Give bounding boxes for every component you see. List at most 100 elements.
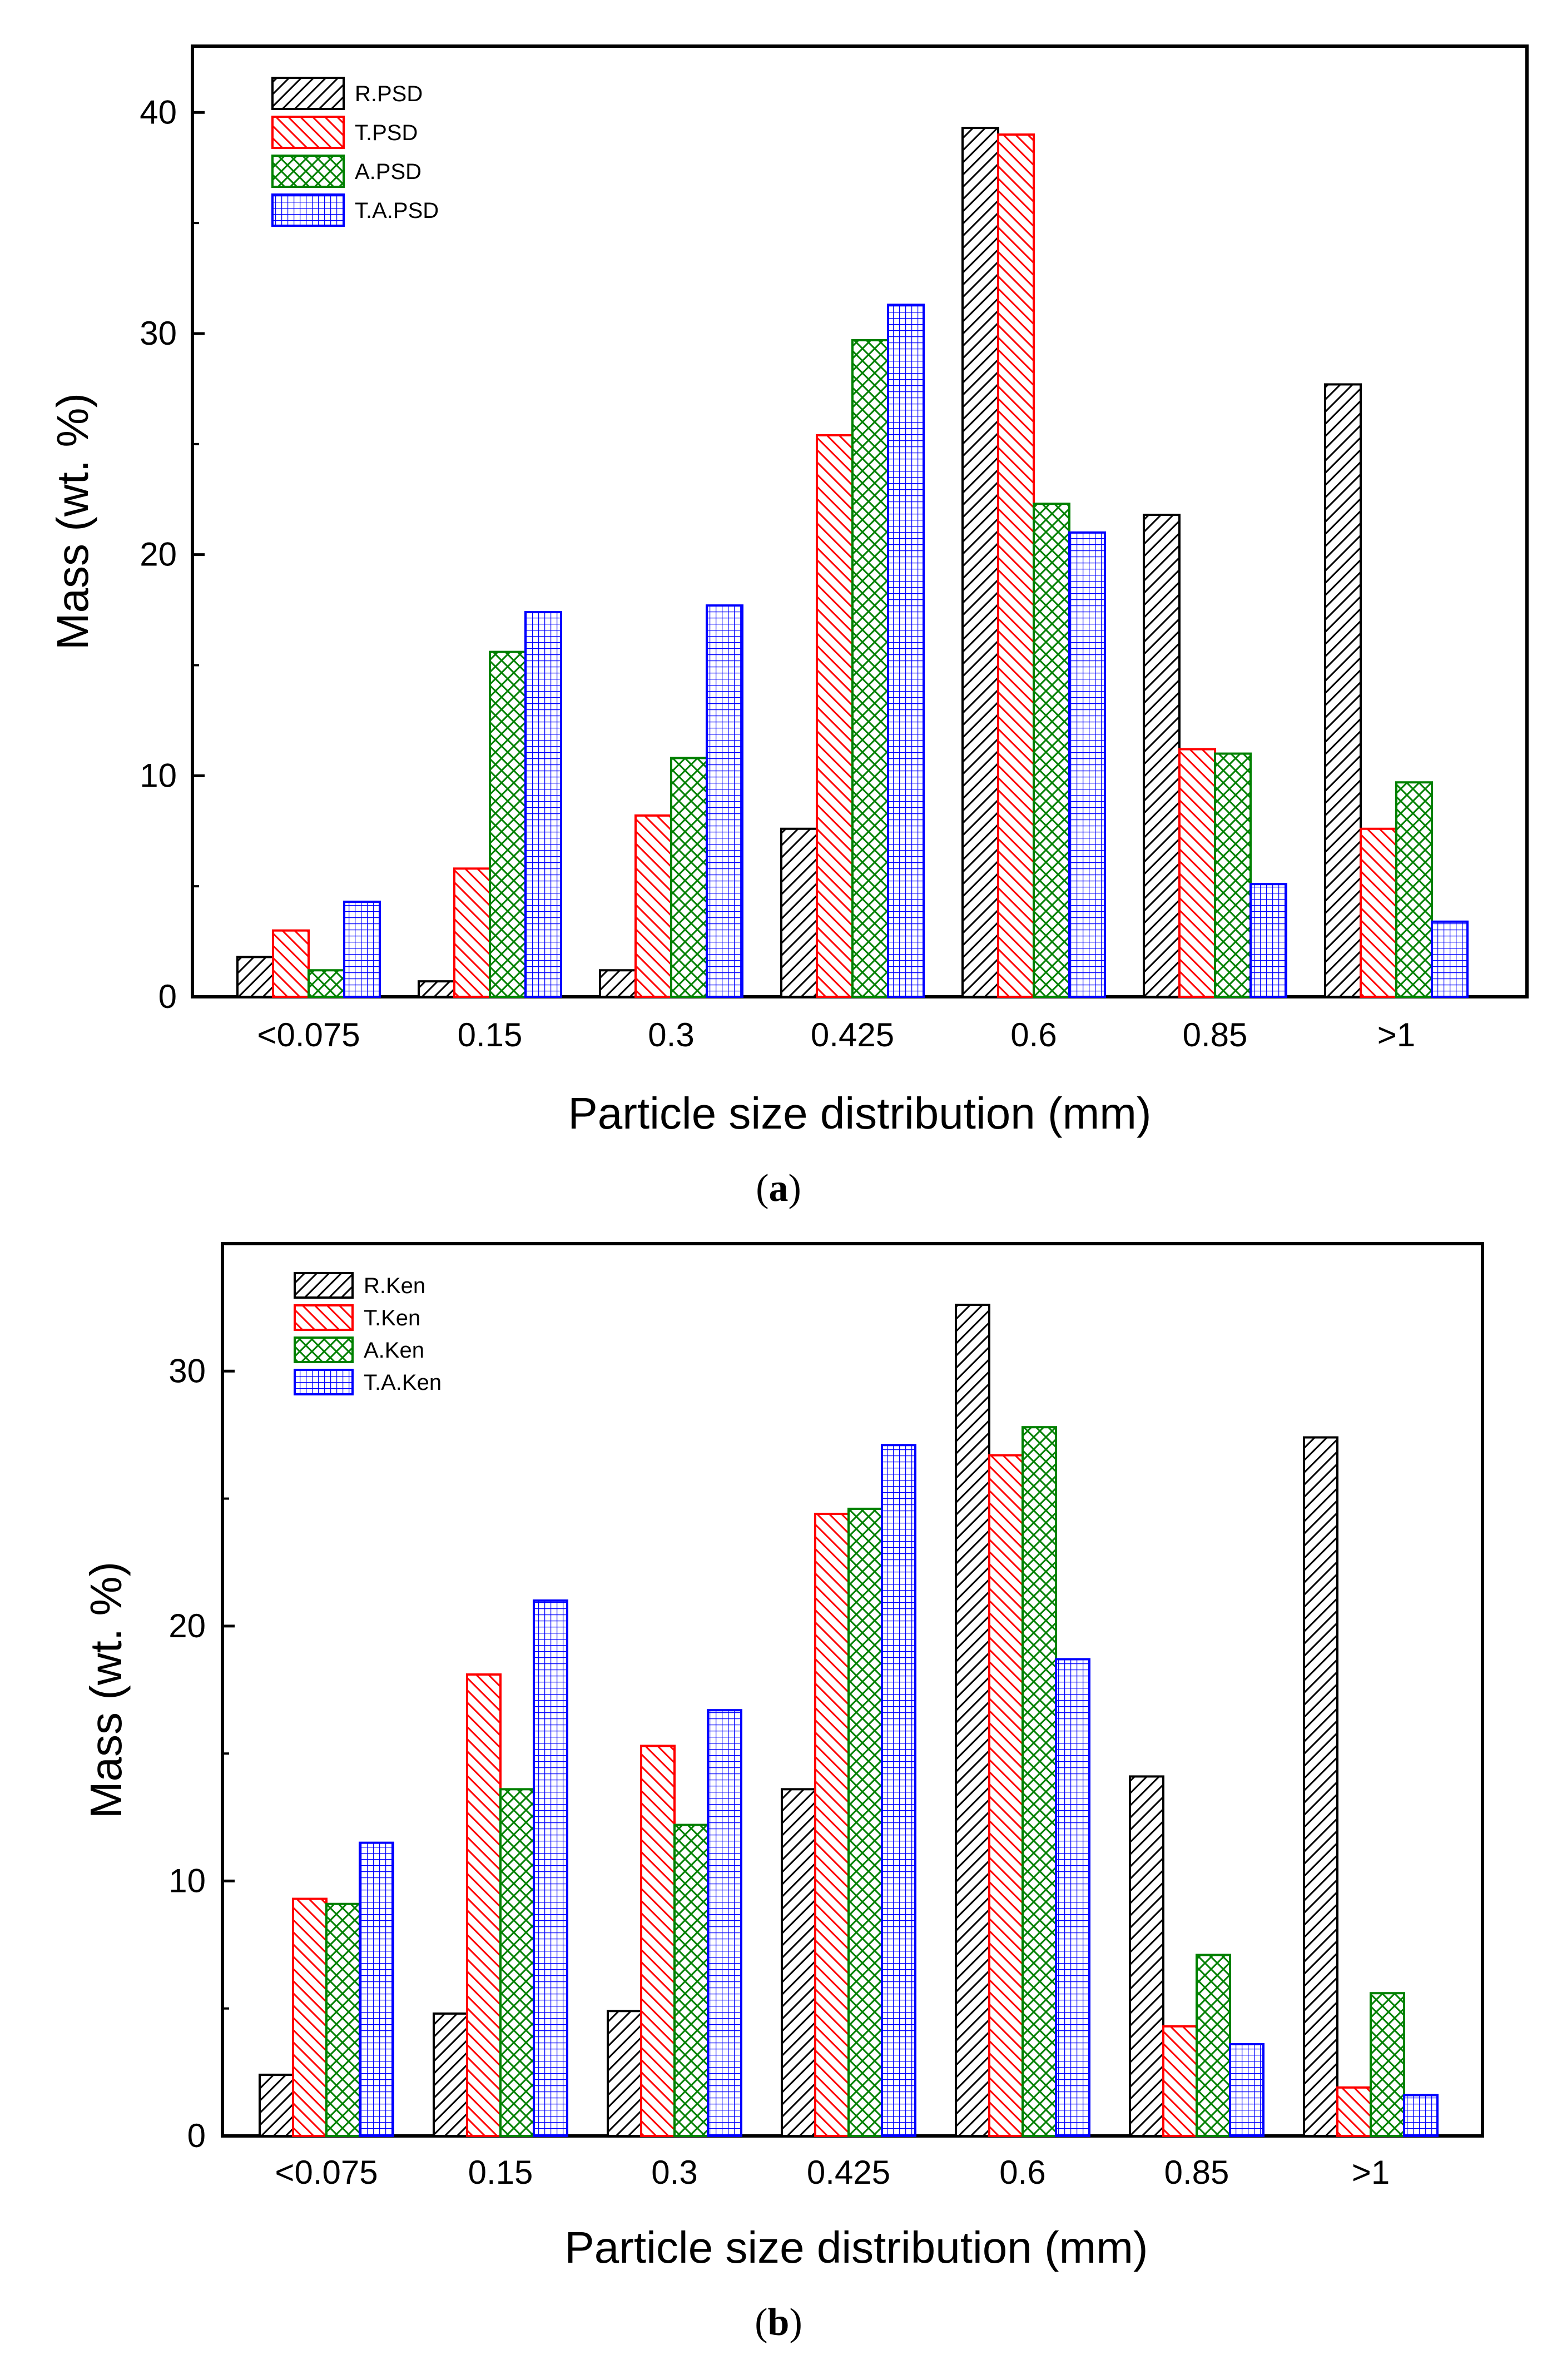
- bar-T.Ken-0.6: [988, 1454, 1024, 2137]
- bar-T.Ken-<0.075: [292, 1897, 328, 2137]
- bar-T.A.Ken-<0.075: [359, 1841, 394, 2137]
- bar-A.Ken->1: [1370, 1992, 1405, 2137]
- x-tick-label-3: 0.425: [807, 2154, 890, 2191]
- y-tick-label-30: 30: [140, 315, 177, 352]
- legend-a: R.PSD T.PSD A.PSD T.A.PSD: [271, 77, 439, 227]
- bar-A.PSD-<0.075: [308, 969, 345, 998]
- bar-R.PSD-0.425: [780, 827, 818, 998]
- y-axis-title-b: Mass (wt. %): [81, 1562, 131, 1818]
- x-tick-label-3: 0.425: [811, 1016, 894, 1054]
- panel-label-b: b: [768, 2301, 790, 2344]
- legend-swatch-T.A.Ken: [294, 1369, 354, 1395]
- bar-A.PSD-0.3: [670, 757, 708, 998]
- legend-swatch-A.PSD: [271, 155, 345, 188]
- bar-R.Ken-0.3: [607, 2010, 642, 2138]
- bar-T.A.Ken->1: [1403, 2094, 1439, 2138]
- bar-A.Ken-0.425: [847, 1507, 883, 2137]
- bar-A.PSD-0.85: [1214, 752, 1252, 998]
- bar-T.A.PSD-0.85: [1249, 883, 1287, 998]
- legend-label-T.A.Ken: T.A.Ken: [364, 1370, 442, 1395]
- bar-R.Ken->1: [1303, 1436, 1338, 2138]
- bar-T.A.Ken-0.425: [881, 1444, 916, 2137]
- legend-label-T.A.PSD: T.A.PSD: [355, 198, 439, 223]
- bar-T.A.PSD-0.6: [1068, 531, 1106, 998]
- legend-swatch-R.Ken: [294, 1272, 354, 1299]
- x-tick-label-0: <0.075: [257, 1016, 360, 1054]
- x-tick-label-2: 0.3: [648, 1016, 694, 1054]
- bar-T.A.Ken-0.85: [1229, 2043, 1265, 2138]
- legend-label-T.PSD: T.PSD: [355, 121, 418, 145]
- chart-panel-b: 0 10 20 30 <0.075 0.15 0.3 0.425 0.6 0.85 >1 R.Ke…: [81, 1242, 1484, 2344]
- bars-b: [259, 1304, 1439, 2138]
- bar-T.PSD-0.3: [634, 814, 672, 998]
- legend-swatch-T.PSD: [271, 116, 345, 149]
- bar-R.Ken-0.425: [781, 1788, 816, 2137]
- y-axis-ticks-a: 0 10 20 30 40: [140, 93, 205, 1015]
- bar-T.A.PSD-0.3: [706, 604, 743, 998]
- legend-label-A.Ken: A.Ken: [364, 1338, 424, 1363]
- y-tick-label-0: 0: [187, 2117, 206, 2154]
- x-tick-label-6: >1: [1352, 2154, 1390, 2191]
- bar-T.PSD->1: [1360, 827, 1397, 998]
- legend-label-A.PSD: A.PSD: [355, 160, 422, 184]
- panel-caption-b: (b): [755, 2301, 802, 2344]
- bar-T.Ken-0.15: [466, 1673, 502, 2137]
- bar-T.PSD-0.15: [453, 867, 491, 998]
- bar-R.PSD->1: [1324, 383, 1362, 998]
- bar-A.Ken-<0.075: [325, 1902, 361, 2137]
- bars-a: [236, 127, 1469, 998]
- legend-label-R.PSD: R.PSD: [355, 82, 423, 106]
- bar-R.Ken-0.85: [1129, 1775, 1164, 2137]
- bar-T.A.Ken-0.3: [707, 1709, 742, 2138]
- chart-panel-a: 0 10 20 30 40 <0.075 0.15 0.3 0.425 0.6 0.85 >1 R.…: [48, 44, 1529, 1210]
- x-tick-label-4: 0.6: [999, 2154, 1045, 2191]
- panel-caption-a: (a): [756, 1167, 801, 1210]
- x-tick-label-2: 0.3: [651, 2154, 697, 2191]
- legend-b: R.Ken T.Ken A.Ken T.A.Ken: [294, 1272, 442, 1395]
- bar-R.PSD-0.6: [961, 127, 999, 998]
- y-tick-label-0: 0: [158, 978, 177, 1015]
- y-axis-ticks-b: 0 10 20 30: [168, 1352, 235, 2154]
- x-axis-title-a: Particle size distribution (mm): [568, 1089, 1151, 1138]
- bar-T.PSD-0.425: [816, 434, 854, 998]
- bar-T.A.Ken-0.15: [533, 1599, 568, 2137]
- y-tick-label-20: 20: [168, 1607, 206, 1644]
- bar-A.Ken-0.85: [1196, 1954, 1231, 2138]
- bar-T.A.PSD-0.15: [524, 611, 562, 998]
- x-tick-label-0: <0.075: [275, 2154, 378, 2191]
- bar-T.A.PSD-0.425: [887, 304, 925, 998]
- legend-label-R.Ken: R.Ken: [364, 1274, 425, 1298]
- bar-T.PSD-<0.075: [272, 929, 310, 998]
- bar-R.PSD-<0.075: [236, 956, 274, 998]
- x-axis-ticks-a: <0.075 0.15 0.3 0.425 0.6 0.85 >1: [257, 1016, 1415, 1054]
- bar-R.Ken-0.6: [955, 1304, 990, 2137]
- bar-R.PSD-0.85: [1143, 514, 1181, 998]
- legend-swatch-R.PSD: [271, 77, 345, 110]
- bar-T.A.PSD->1: [1431, 920, 1469, 998]
- legend-label-T.Ken: T.Ken: [364, 1306, 420, 1330]
- bar-T.Ken-0.425: [814, 1513, 850, 2137]
- x-tick-label-5: 0.85: [1164, 2154, 1229, 2191]
- x-tick-label-6: >1: [1377, 1016, 1415, 1054]
- y-tick-label-10: 10: [168, 1862, 206, 1899]
- x-axis-ticks-b: <0.075 0.15 0.3 0.425 0.6 0.85 >1: [275, 2154, 1390, 2191]
- bar-A.Ken-0.15: [499, 1788, 535, 2137]
- legend-swatch-T.Ken: [294, 1304, 354, 1331]
- bar-T.PSD-0.85: [1178, 748, 1216, 998]
- bar-T.Ken->1: [1336, 2086, 1372, 2137]
- bar-T.A.Ken-0.6: [1055, 1658, 1090, 2137]
- y-tick-label-10: 10: [140, 757, 177, 794]
- bar-T.Ken-0.3: [640, 1745, 676, 2137]
- y-tick-label-40: 40: [140, 93, 177, 131]
- y-tick-label-20: 20: [140, 536, 177, 573]
- legend-swatch-T.A.PSD: [271, 193, 345, 227]
- bar-A.PSD-0.15: [489, 650, 527, 998]
- x-tick-label-4: 0.6: [1010, 1016, 1057, 1054]
- bar-R.Ken-<0.075: [259, 2073, 294, 2138]
- x-axis-title-b: Particle size distribution (mm): [564, 2223, 1148, 2272]
- bar-T.A.PSD-<0.075: [343, 901, 381, 998]
- bar-T.Ken-0.85: [1162, 2025, 1198, 2137]
- bar-R.PSD-0.3: [599, 969, 637, 998]
